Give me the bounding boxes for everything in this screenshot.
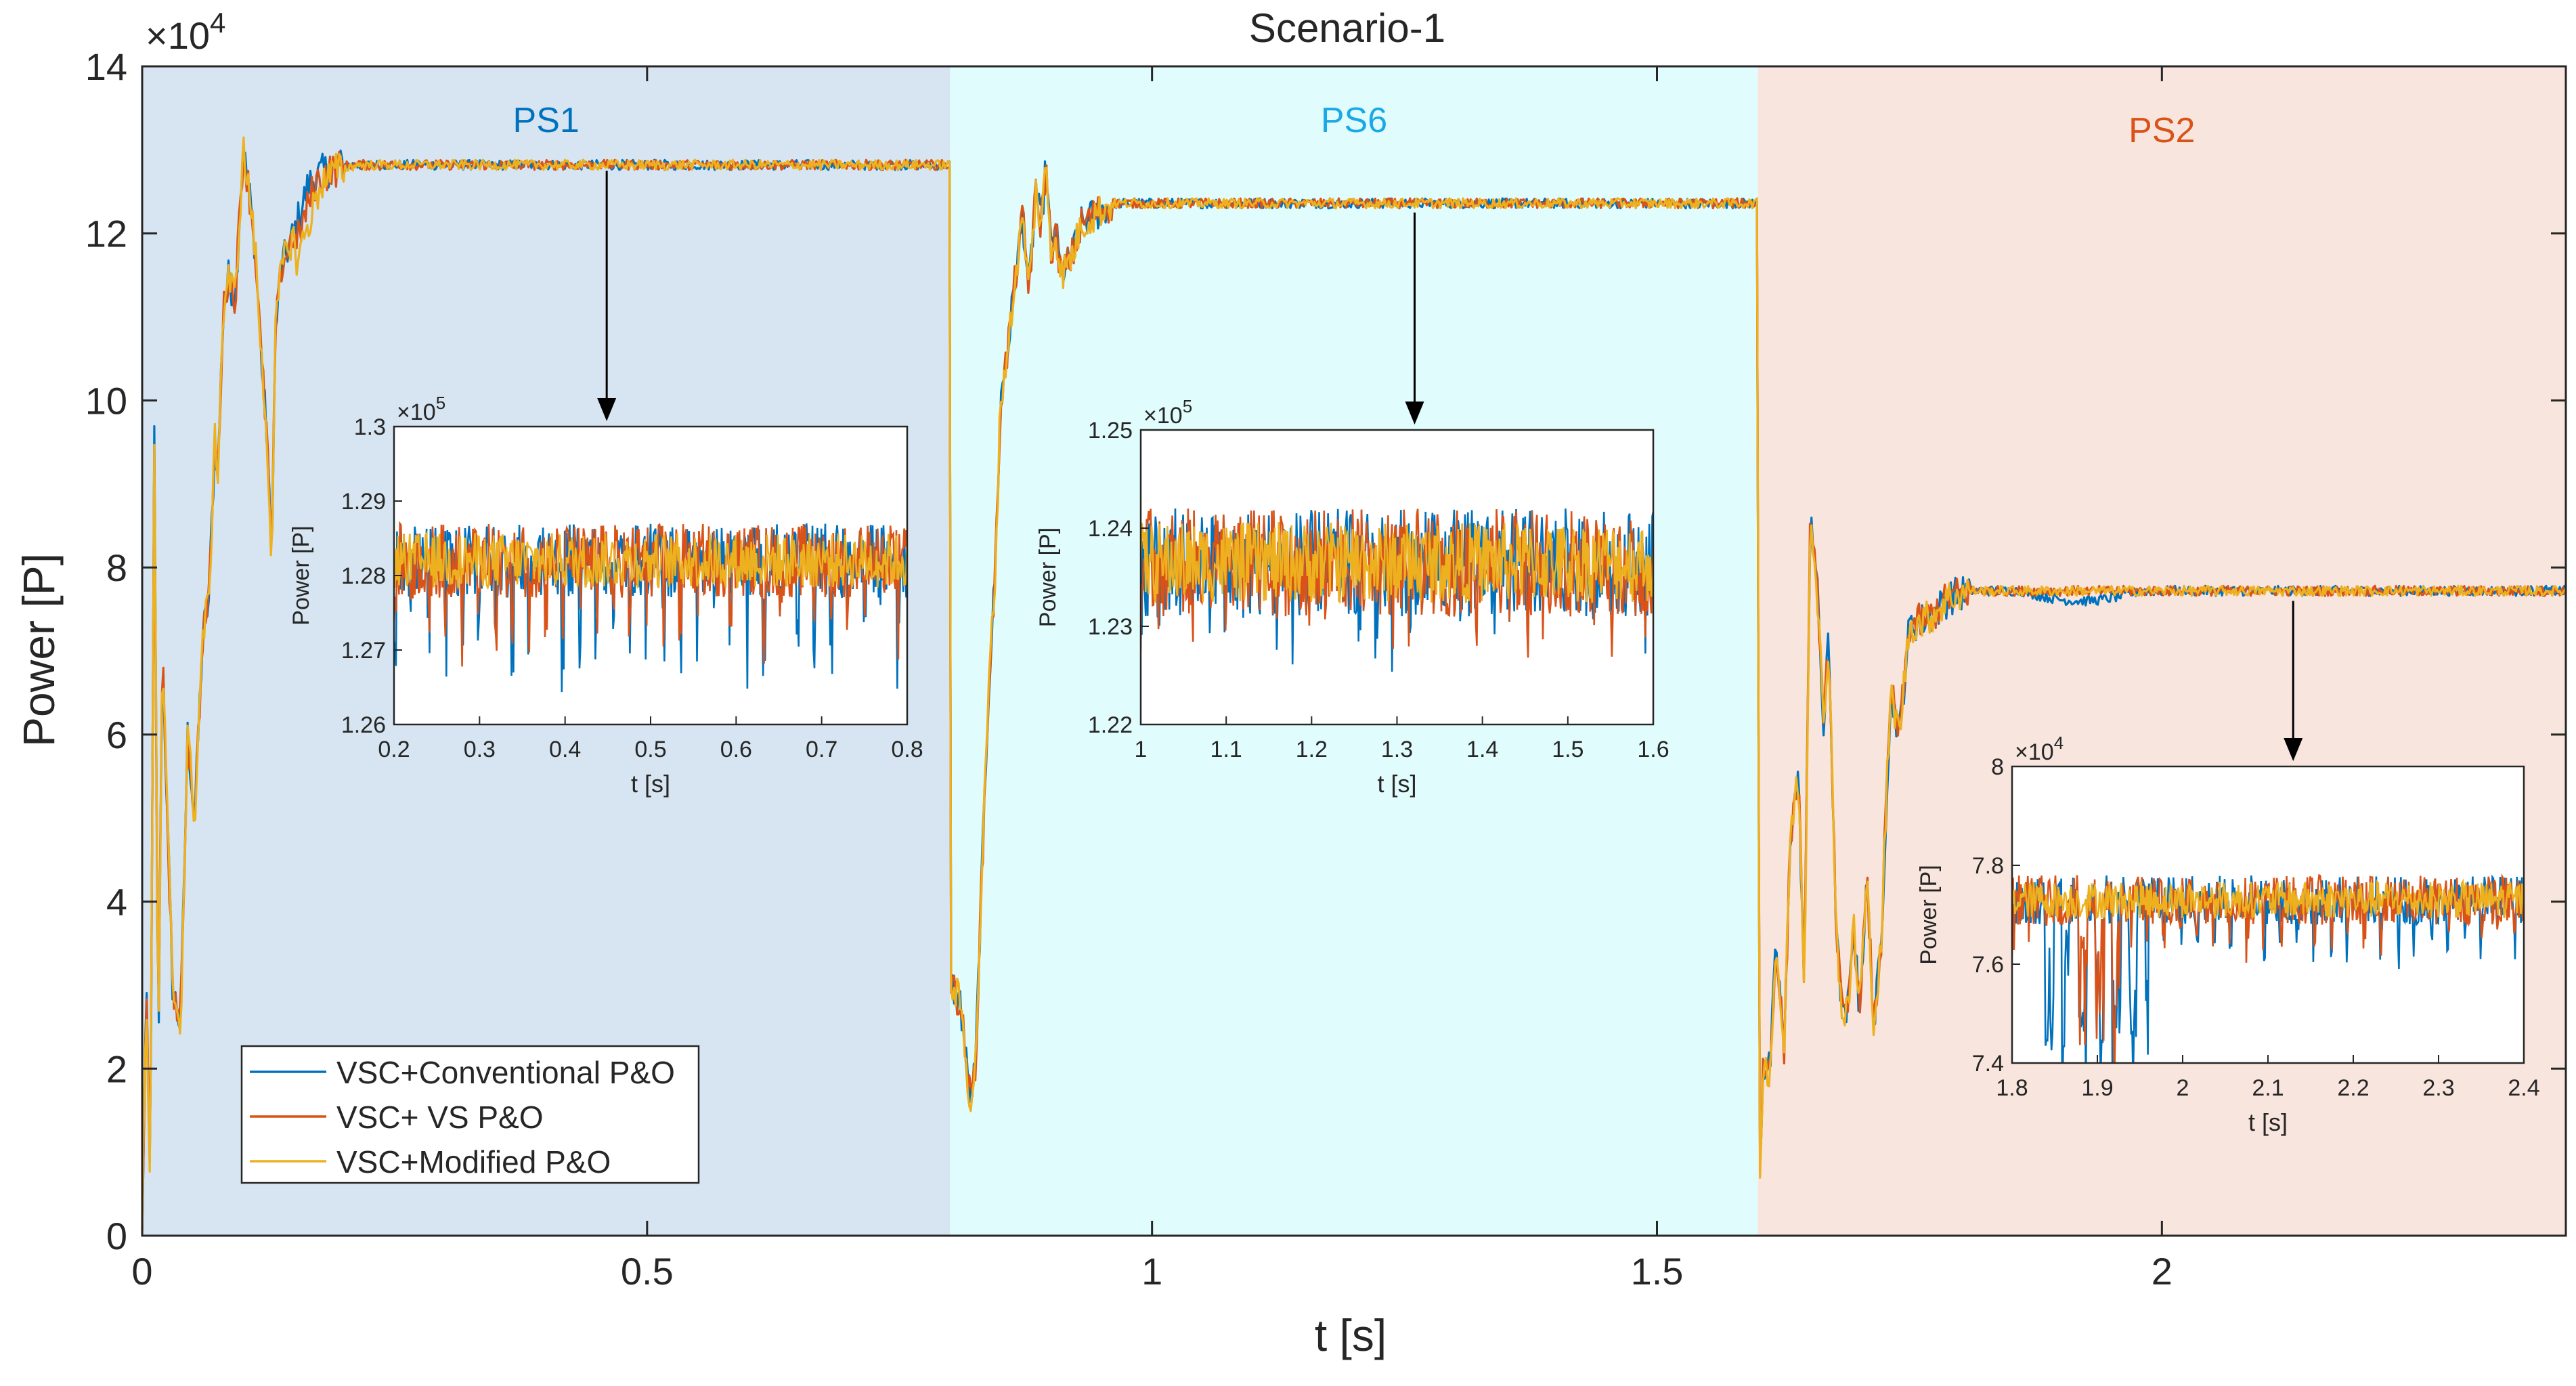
inset-y-tick-label: 1.26 xyxy=(341,712,386,738)
inset-x-tick-label: 1.9 xyxy=(2081,1075,2113,1101)
inset-x-tick-label: 1.3 xyxy=(1381,737,1413,762)
inset-x-tick-label: 2.2 xyxy=(2337,1075,2369,1101)
inset-y-tick-label: 7.4 xyxy=(1972,1051,2004,1077)
region-label-ps6: PS6 xyxy=(1321,101,1387,140)
inset-x-tick-label: 1 xyxy=(1135,737,1148,762)
y-tick-label: 0 xyxy=(106,1215,127,1257)
inset-y-label: Power [P] xyxy=(1035,527,1061,627)
inset-y-exponent-base: ×10 xyxy=(2015,739,2054,765)
inset-x-tick-label: 1.4 xyxy=(1466,737,1498,762)
inset-y-tick-label: 1.25 xyxy=(1088,418,1133,443)
inset-y-label: Power [P] xyxy=(1916,865,1942,964)
x-tick-label: 0.5 xyxy=(621,1250,674,1293)
inset-y-exponent: ×105 xyxy=(397,393,445,425)
inset-series-line-3 xyxy=(2012,878,2524,919)
series-line-2 xyxy=(141,150,2567,1236)
legend-entry-2: VSC+ VS P&O xyxy=(336,1100,544,1135)
y-tick-label: 6 xyxy=(106,714,127,756)
inset-ps1: 0.2 0.3 0.4 0.5 0.6 0.7 0.8 1.26 1.27 1.28 1.29 1.3… xyxy=(288,393,923,798)
inset-arrow-head xyxy=(2284,738,2303,761)
inset-y-tick-label: 1.22 xyxy=(1088,712,1133,738)
region-labels: PS1 PS6 PS2 xyxy=(513,101,2196,150)
inset-y-tick-label: 1.29 xyxy=(341,489,386,515)
inset-series-line-1 xyxy=(394,523,907,693)
series-line-3 xyxy=(141,136,2567,1229)
inset-x-tick-label: 1.8 xyxy=(1996,1075,2028,1101)
inset-x-tick-label: 0.6 xyxy=(720,737,752,762)
x-tick-label: 1 xyxy=(1141,1250,1162,1293)
y-axis-exponent-base: ×10 xyxy=(146,14,210,57)
inset-x-tick-label: 0.4 xyxy=(549,737,581,762)
inset-arrow-head xyxy=(597,398,617,421)
inset-x-tick-label: 0.7 xyxy=(806,737,837,762)
inset-x-label: t [s] xyxy=(1377,770,1416,798)
legend-entry-3: VSC+Modified P&O xyxy=(336,1144,611,1179)
inset-x-tick-label: 2.4 xyxy=(2508,1075,2539,1101)
inset-x-tick-label: 2.1 xyxy=(2252,1075,2284,1101)
inset-x-tick-label: 1.1 xyxy=(1210,737,1242,762)
inset-series-group xyxy=(2012,873,2524,1063)
inset-x-tick-label: 1.6 xyxy=(1637,737,1669,762)
inset-series-group xyxy=(394,521,907,693)
inset-y-exponent-base: ×10 xyxy=(397,399,436,425)
legend-entry-1: VSC+Conventional P&O xyxy=(336,1055,675,1090)
inset-y-exponent-power: 5 xyxy=(436,393,445,413)
main-axes-frame xyxy=(141,65,2567,1237)
zoom-insets: 0.2 0.3 0.4 0.5 0.6 0.7 0.81.261.271.281.291.3… xyxy=(288,393,2540,1136)
inset-x-tick-label: 0.3 xyxy=(464,737,496,762)
inset-y-tick-label: 8 xyxy=(1991,754,2004,780)
inset-arrows xyxy=(597,171,2303,761)
y-tick-label: 10 xyxy=(85,379,127,422)
inset-y-tick-label: 1.24 xyxy=(1088,516,1133,542)
inset-arrow-head xyxy=(1405,402,1424,425)
inset-y-tick-label: 1.23 xyxy=(1088,614,1133,640)
inset-y-exponent-power: 4 xyxy=(2054,733,2064,753)
inset-y-tick-label: 7.6 xyxy=(1972,952,2004,978)
y-tick-label: 8 xyxy=(106,546,127,589)
inset-series-line-3 xyxy=(394,531,907,590)
inset-x-tick-label: 0.2 xyxy=(378,737,410,762)
inset-x-tick-label: 0.8 xyxy=(891,737,923,762)
inset-y-exponent-base: ×10 xyxy=(1143,403,1183,429)
inset-y-tick-label: 1.27 xyxy=(341,638,386,664)
inset-y-exponent: ×104 xyxy=(2015,733,2064,765)
x-axis-label: t [s] xyxy=(1315,1310,1387,1360)
inset-x-tick-label: 2 xyxy=(2177,1075,2189,1101)
inset-y-tick-label: 1.3 xyxy=(354,414,386,440)
y-tick-label: 4 xyxy=(106,881,127,924)
region-label-ps2: PS2 xyxy=(2129,111,2195,150)
inset-y-exponent: ×105 xyxy=(1143,396,1192,429)
x-tick-label: 2 xyxy=(2152,1250,2173,1293)
inset-x-label: t [s] xyxy=(631,770,670,798)
inset-y-tick-label: 1.28 xyxy=(341,563,386,589)
main-series-lines xyxy=(141,136,2567,1236)
inset-x-label: t [s] xyxy=(2248,1108,2288,1136)
inset-x-tick-label: 0.5 xyxy=(634,737,666,762)
inset-y-label: Power [P] xyxy=(288,525,314,625)
inset-y-exponent-power: 5 xyxy=(1183,396,1192,416)
inset-x-tick-label: 2.3 xyxy=(2422,1075,2454,1101)
y-tick-label: 14 xyxy=(85,45,127,88)
inset-ps6: 1 1.1 1.2 1.3 1.4 1.5 1.6 1.22 1.23 1.24 1.25 t [s]… xyxy=(1035,396,1669,798)
x-axis-ticks: 0 0.5 1 1.5 2 xyxy=(131,66,2173,1293)
y-axis-label: Power [P] xyxy=(14,553,64,747)
chart-title: Scenario-1 xyxy=(1249,5,1445,51)
x-tick-label: 1.5 xyxy=(1631,1250,1684,1293)
inset-y-tick-label: 7.8 xyxy=(1972,853,2004,879)
inset-x-tick-label: 1.2 xyxy=(1296,737,1328,762)
inset-ps2: 1.8 1.9 2 2.1 2.2 2.3 2.4 7.4 7.6 7.8 8 t [s] Power … xyxy=(1916,733,2540,1136)
region-label-ps1: PS1 xyxy=(513,101,580,140)
y-axis-exponent-power: 4 xyxy=(210,7,225,39)
y-tick-label: 12 xyxy=(85,213,127,255)
y-tick-label: 2 xyxy=(106,1047,127,1090)
legend: VSC+Conventional P&O VSC+ VS P&O VSC+Modif… xyxy=(240,1045,700,1184)
inset-x-tick-label: 1.5 xyxy=(1552,737,1584,762)
inset-series-line-3 xyxy=(1141,521,1653,605)
y-axis-exponent: ×104 xyxy=(146,7,225,57)
inset-series-group xyxy=(1141,508,1653,672)
x-tick-label: 0 xyxy=(131,1250,152,1293)
